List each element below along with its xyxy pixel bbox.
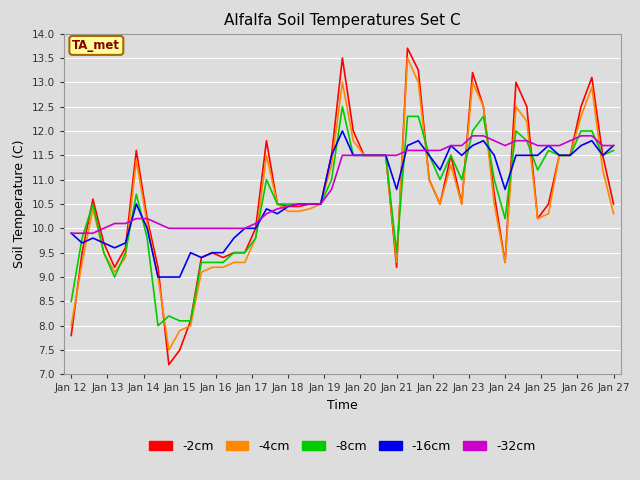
Title: Alfalfa Soil Temperatures Set C: Alfalfa Soil Temperatures Set C — [224, 13, 461, 28]
Legend: -2cm, -4cm, -8cm, -16cm, -32cm: -2cm, -4cm, -8cm, -16cm, -32cm — [145, 435, 540, 458]
X-axis label: Time: Time — [327, 399, 358, 412]
Y-axis label: Soil Temperature (C): Soil Temperature (C) — [13, 140, 26, 268]
Text: TA_met: TA_met — [72, 39, 120, 52]
